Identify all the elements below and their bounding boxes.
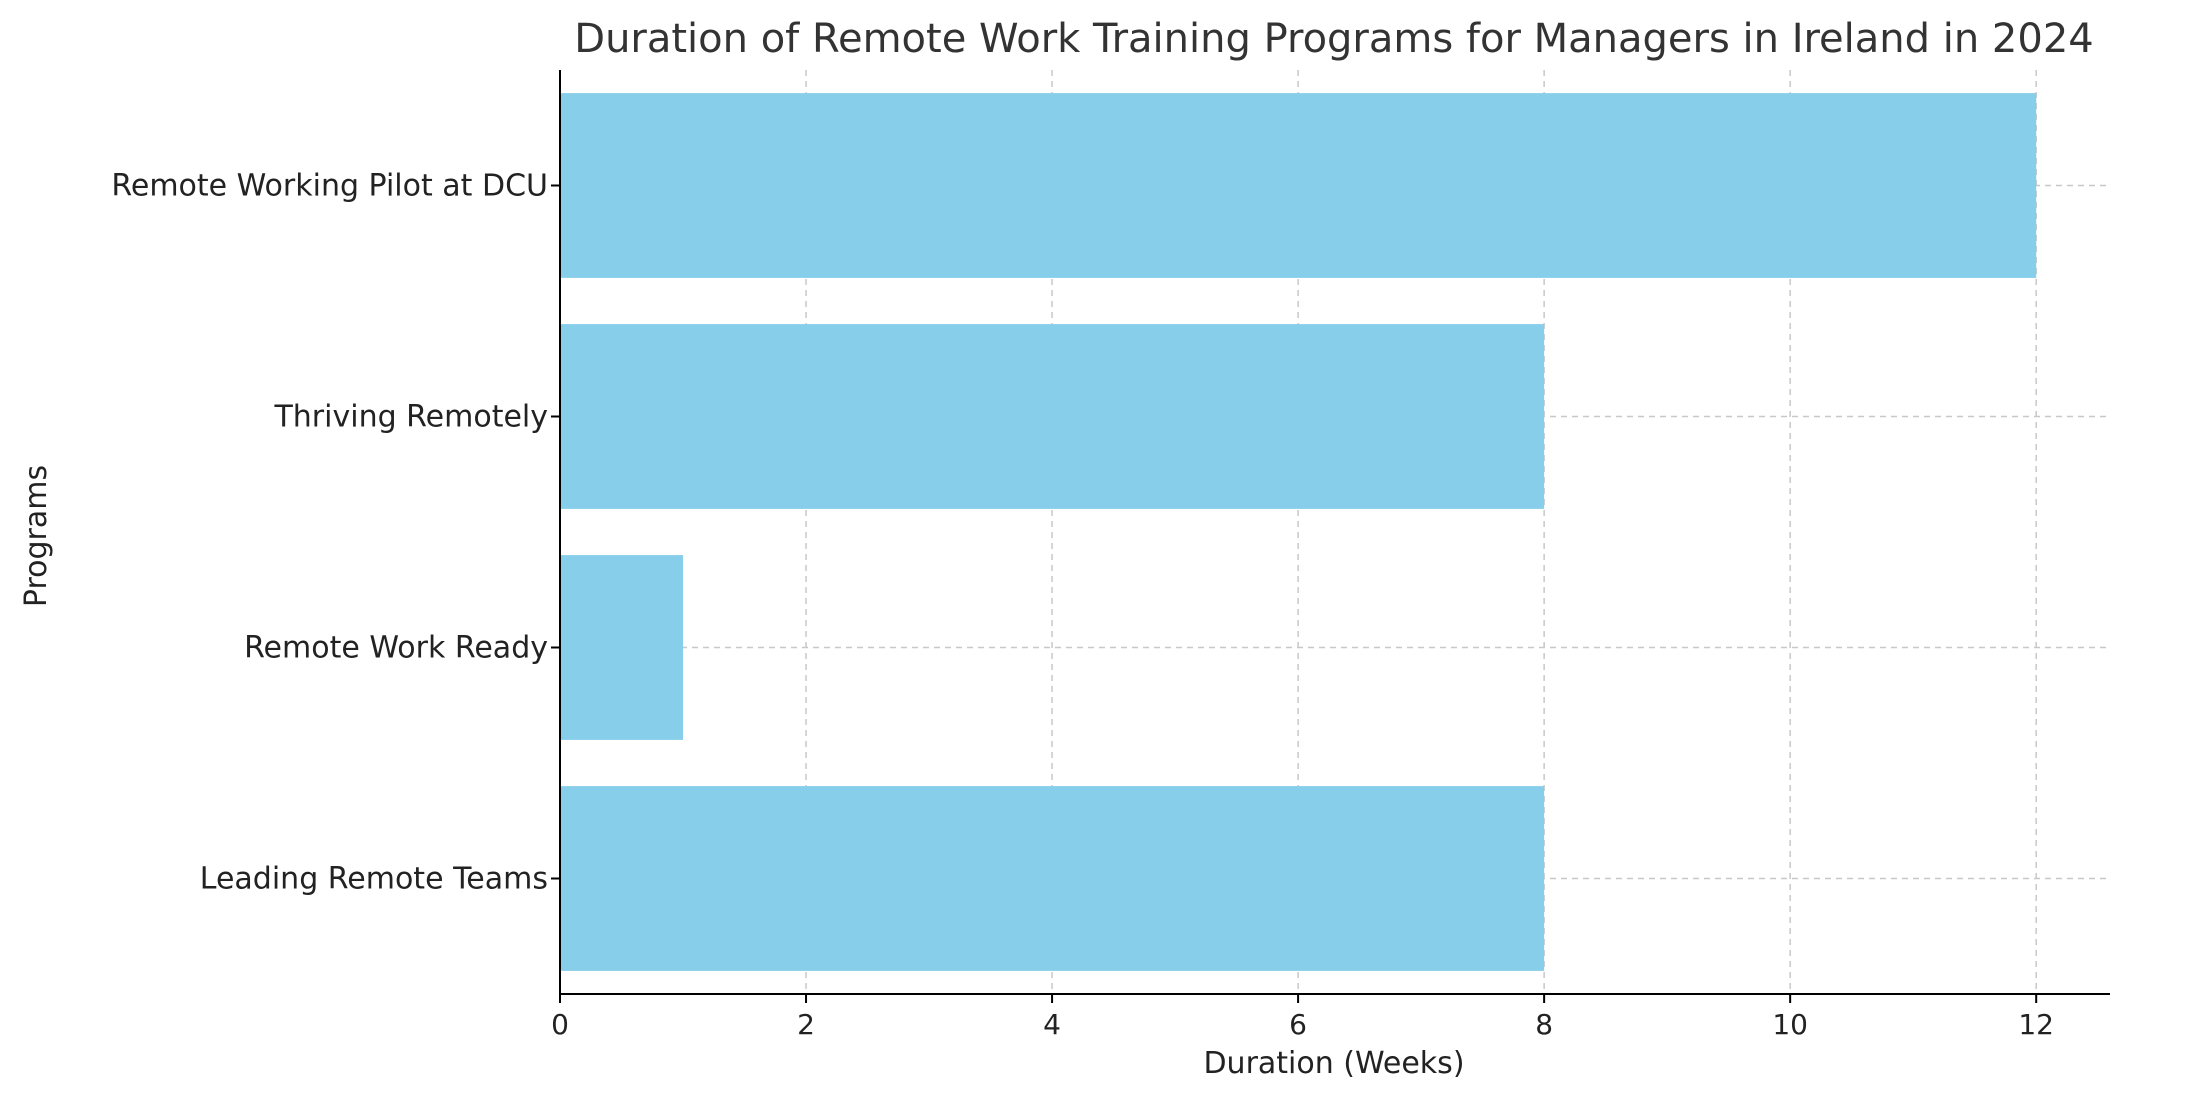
chart-title: Duration of Remote Work Training Program… bbox=[574, 16, 2093, 62]
y-tick-label: Leading Remote Teams bbox=[200, 862, 548, 897]
y-ticks-layer: Leading Remote Teams Remote Work Ready Thr… bbox=[111, 169, 560, 897]
y-tick-label: Remote Working Pilot at DCU bbox=[111, 169, 548, 204]
y-axis-label: Programs bbox=[19, 465, 54, 607]
x-ticks-layer: 0 2 4 6 8 10 12 bbox=[551, 994, 2054, 1041]
x-axis-label: Duration (Weeks) bbox=[1203, 1046, 1464, 1081]
bars-layer bbox=[560, 93, 2037, 971]
bar-thriving-remotely bbox=[560, 324, 1545, 509]
bar-remote-work-ready bbox=[560, 555, 684, 740]
x-tick-label: 12 bbox=[2018, 1008, 2054, 1041]
x-tick-label: 8 bbox=[1535, 1008, 1553, 1041]
x-tick-label: 10 bbox=[1772, 1008, 1808, 1041]
x-tick-label: 6 bbox=[1289, 1008, 1307, 1041]
y-tick-label: Remote Work Ready bbox=[244, 631, 548, 666]
bar-leading-remote-teams bbox=[560, 786, 1545, 971]
bar-remote-working-pilot-at-dcu bbox=[560, 93, 2037, 278]
axes-layer bbox=[559, 70, 2110, 995]
x-tick-label: 2 bbox=[797, 1008, 815, 1041]
x-tick-label: 0 bbox=[551, 1008, 569, 1041]
x-tick-label: 4 bbox=[1043, 1008, 1061, 1041]
y-tick-label: Thriving Remotely bbox=[273, 400, 548, 435]
